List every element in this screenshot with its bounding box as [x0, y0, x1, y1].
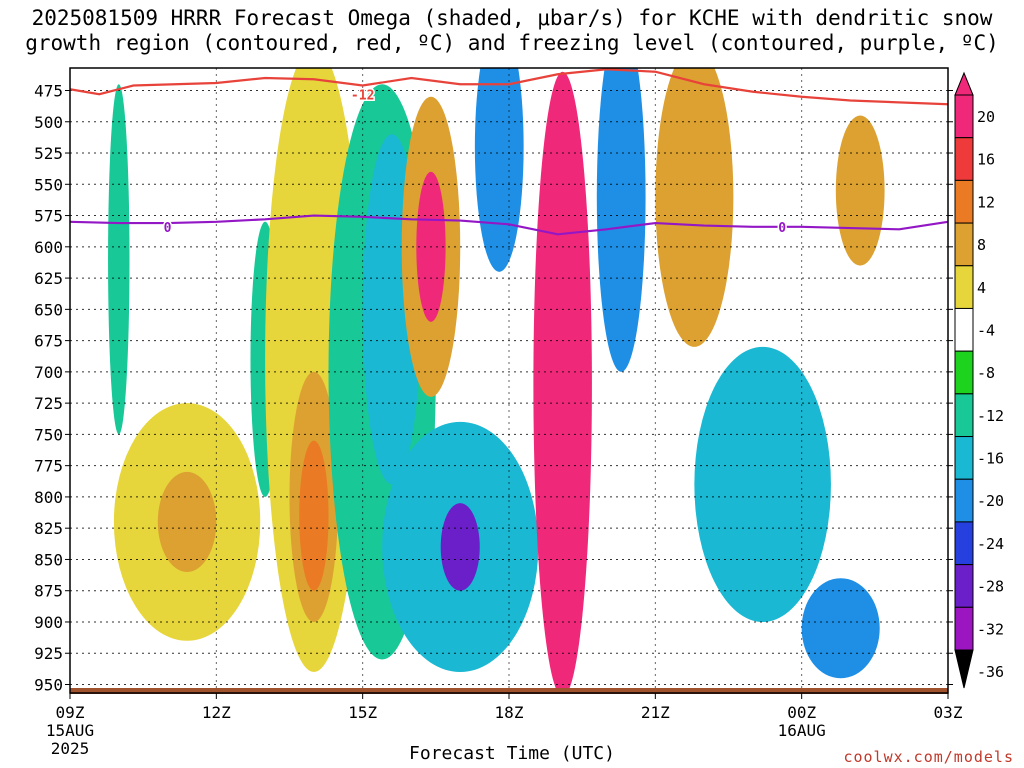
y-tick-label-600: 600: [34, 238, 63, 257]
colorbar-label-6: -8: [977, 364, 995, 382]
x-tick-label-18Z: 18Z: [495, 703, 524, 722]
contour-label-zero-0: 0: [164, 221, 172, 236]
y-tick-label-625: 625: [34, 269, 63, 288]
shaded-layer: [108, 68, 885, 693]
colorbar-box-9: [954, 478, 974, 523]
colorbar-label-12: -32: [977, 620, 1004, 638]
contour-label-minus12: -12: [351, 88, 374, 103]
omega-shade-15: [596, 68, 646, 372]
ground-surface-bar: [70, 688, 948, 694]
y-tick-label-475: 475: [34, 82, 63, 101]
title-line-2: growth region (contoured, red, ºC) and f…: [25, 31, 999, 55]
omega-shade-13: [474, 68, 524, 272]
colorbar-box-5: [954, 307, 974, 352]
title-line-1: 2025081509 HRRR Forecast Omega (shaded, …: [31, 6, 993, 30]
colorbar-label-10: -24: [977, 535, 1004, 553]
colorbar-box-11: [954, 564, 974, 608]
colorbar-label-1: 16: [977, 151, 995, 169]
y-tick-label-925: 925: [34, 644, 63, 663]
y-tick-label-575: 575: [34, 207, 63, 226]
y-tick-label-675: 675: [34, 332, 63, 351]
chart-title: 2025081509 HRRR Forecast Omega (shaded, …: [0, 6, 1024, 56]
credit-link[interactable]: coolwx.com/models: [843, 748, 1014, 766]
colorbar-bottom-arrow: [954, 649, 974, 689]
omega-shade-2: [157, 471, 217, 572]
y-tick-label-750: 750: [34, 425, 63, 444]
x-tick-label-15Z: 15Z: [348, 703, 377, 722]
y-tick-label-950: 950: [34, 676, 63, 695]
colorbar-box-6: [954, 350, 974, 395]
omega-shade-17: [694, 346, 831, 622]
colorbar-label-3: 8: [977, 236, 986, 254]
colorbar-box-10: [954, 521, 974, 566]
y-tick-label-875: 875: [34, 582, 63, 601]
freezing-level-contour-line: [69, 214, 949, 236]
colorbar-label-7: -12: [977, 407, 1004, 425]
colorbar-box-1: [954, 137, 974, 181]
omega-shade-14: [533, 71, 592, 693]
x-tick-year-09Z: 2025: [51, 739, 90, 758]
x-tick-label-21Z: 21Z: [641, 703, 670, 722]
x-axis-label: Forecast Time (UTC): [409, 743, 615, 764]
contour-label-zero-1: 0: [778, 221, 786, 236]
colorbar-label-11: -28: [977, 578, 1004, 596]
colorbar-label-9: -20: [977, 492, 1004, 510]
colorbar-label-4: 4: [977, 279, 986, 297]
colorbar-label-5: -4: [977, 321, 995, 339]
x-tick-date-00Z: 16AUG: [778, 721, 826, 740]
colorbar-label-0: 20: [977, 108, 995, 126]
y-tick-label-525: 525: [34, 144, 63, 163]
x-tick-label-12Z: 12Z: [202, 703, 231, 722]
colorbar-box-12: [954, 606, 974, 651]
colorbar-box-0: [954, 94, 974, 139]
colorbar-label-13: -36: [977, 663, 1004, 681]
y-tick-label-850: 850: [34, 550, 63, 569]
dendritic-contour-line: [69, 68, 949, 106]
colorbar-label-2: 12: [977, 193, 995, 211]
y-tick-label-725: 725: [34, 394, 63, 413]
colorbar-box-3: [954, 222, 974, 267]
y-tick-label-550: 550: [34, 175, 63, 194]
x-tick-date-09Z: 15AUG: [46, 721, 94, 740]
y-tick-label-650: 650: [34, 300, 63, 319]
y-tick-label-775: 775: [34, 457, 63, 476]
x-tick-label-00Z: 00Z: [787, 703, 816, 722]
colorbar-box-4: [954, 265, 974, 309]
x-tick-label-09Z: 09Z: [56, 703, 85, 722]
colorbar-box-8: [954, 436, 974, 480]
omega-shade-0: [108, 84, 130, 435]
omega-shade-12: [440, 503, 480, 591]
colorbar-box-2: [954, 179, 974, 224]
colorbar-box-7: [954, 393, 974, 438]
omega-shade-19: [835, 115, 885, 266]
omega-shade-18: [801, 578, 880, 679]
y-tick-label-800: 800: [34, 488, 63, 507]
colorbar-label-8: -16: [977, 450, 1004, 468]
y-tick-label-825: 825: [34, 519, 63, 538]
y-tick-label-700: 700: [34, 363, 63, 382]
y-tick-label-500: 500: [34, 113, 63, 132]
y-tick-label-900: 900: [34, 613, 63, 632]
x-tick-label-03Z: 03Z: [934, 703, 963, 722]
colorbar-top-arrow: [954, 71, 974, 96]
omega-shade-16: [655, 68, 734, 347]
omega-shade-6: [299, 440, 329, 591]
